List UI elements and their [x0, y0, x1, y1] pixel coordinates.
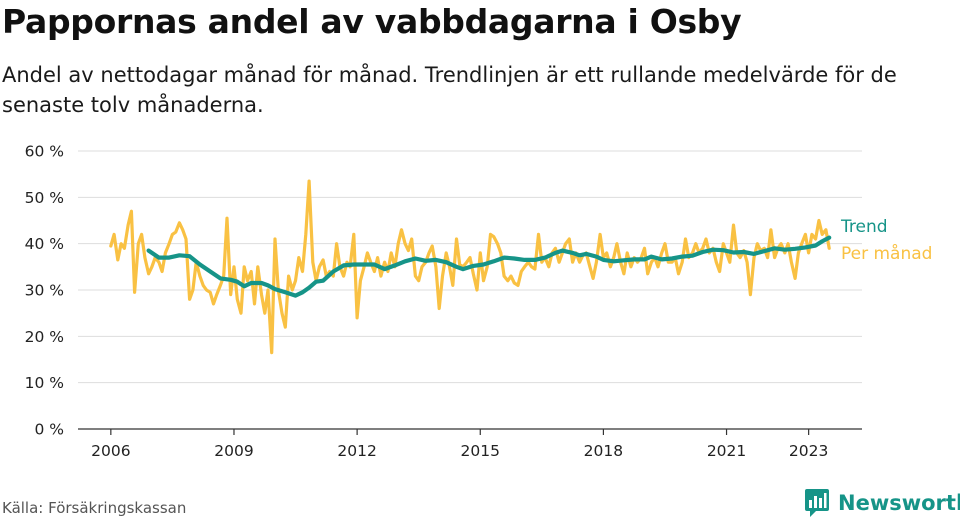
x-tick-label: 2009: [214, 442, 253, 460]
x-tick-label: 2012: [337, 442, 376, 460]
y-tick-label: 20 %: [25, 328, 64, 346]
bar-chart-speech-bubble-icon: [805, 489, 829, 517]
series-line-per-manad: [109, 179, 831, 355]
x-tick-label: 2006: [91, 442, 130, 460]
brand-logo: Newsworthy: [804, 488, 960, 518]
source-note: Källa: Försäkringskassan: [2, 499, 187, 517]
y-tick-label: 60 %: [25, 143, 64, 161]
y-tick-label: 40 %: [25, 235, 64, 253]
brand-name: Newsworthy: [838, 491, 960, 515]
x-tick-label: 2018: [584, 442, 623, 460]
series-line-trend: [146, 235, 832, 298]
x-tick-label: 2023: [789, 442, 828, 460]
x-tick-label: 2015: [461, 442, 500, 460]
y-tick-label: 50 %: [25, 189, 64, 207]
x-axis-ticks: 2006 2009 2012 2015 2018 2021 2023: [91, 429, 828, 460]
series-lines: [109, 179, 832, 355]
series-labels: Trend Per månad: [840, 217, 932, 264]
y-axis-ticks: 0 % 10 % 20 % 30 % 40 % 50 % 60 %: [25, 143, 64, 439]
series-label-per-manad: Per månad: [841, 243, 932, 264]
x-tick-label: 2021: [707, 442, 746, 460]
y-tick-label: 30 %: [25, 282, 64, 300]
series-label-trend: Trend: [840, 217, 888, 237]
chart-subtitle: Andel av nettodagar månad för månad. Tre…: [2, 63, 897, 117]
y-tick-label: 10 %: [25, 374, 64, 392]
y-tick-label: 0 %: [34, 421, 64, 439]
chart-title: Pappornas andel av vabbdagarna i Osby: [2, 2, 742, 41]
